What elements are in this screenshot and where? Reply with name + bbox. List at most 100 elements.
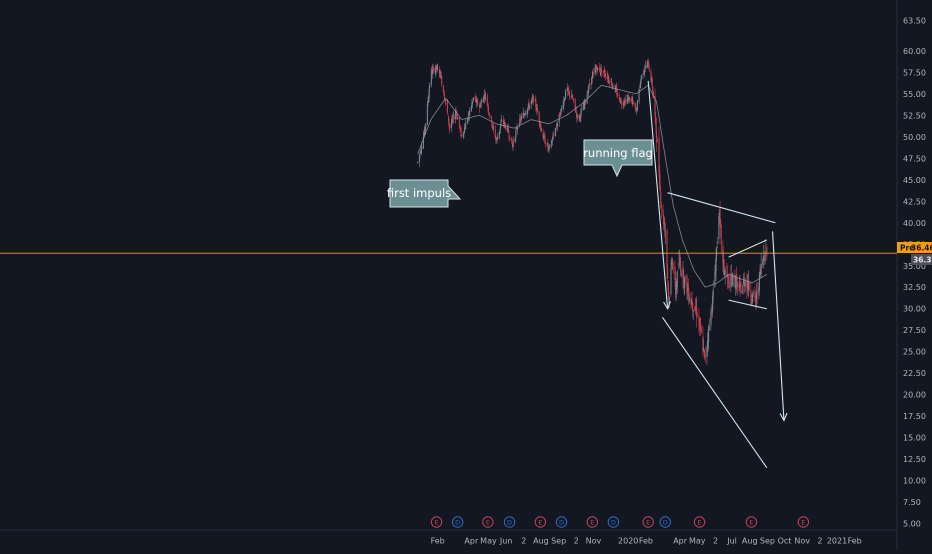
candle-body bbox=[467, 112, 470, 117]
candle-body bbox=[754, 295, 756, 300]
event-marker-label: E bbox=[646, 518, 650, 526]
candle-body bbox=[460, 127, 462, 137]
event-marker-label: E bbox=[486, 518, 490, 526]
candle-body bbox=[580, 111, 582, 118]
event-marker-earnings[interactable]: E bbox=[642, 516, 654, 528]
candle-body bbox=[551, 140, 553, 142]
candle-body bbox=[457, 118, 459, 120]
candle-body bbox=[587, 93, 589, 95]
candle-body bbox=[524, 113, 527, 115]
previous-price-tag-bg bbox=[911, 254, 932, 265]
candle-body bbox=[639, 83, 641, 88]
axis-separators bbox=[0, 0, 898, 550]
y-tick-label: 25.00 bbox=[903, 348, 926, 357]
event-marker-dividend[interactable]: D bbox=[555, 516, 568, 528]
candle-body bbox=[718, 212, 721, 215]
event-marker-dividend[interactable]: D bbox=[451, 516, 464, 528]
event-marker-dividend[interactable]: D bbox=[659, 516, 671, 528]
x-tick-label: Nov bbox=[794, 537, 810, 546]
candle-body bbox=[442, 85, 444, 92]
candle-body bbox=[719, 209, 721, 221]
annotation-running-flag-bubble[interactable] bbox=[583, 139, 653, 178]
candle-body bbox=[536, 108, 539, 113]
candle-body bbox=[650, 71, 652, 82]
candle-body bbox=[595, 67, 597, 70]
candle-body bbox=[664, 221, 666, 233]
candle-body bbox=[477, 99, 479, 106]
y-tick-label: 60.00 bbox=[903, 47, 926, 56]
candle-body bbox=[730, 273, 733, 280]
candle-body bbox=[748, 282, 750, 291]
y-tick-label: 35.00 bbox=[903, 262, 926, 271]
candle-body bbox=[531, 99, 533, 100]
annotation-first-impuls-bubble[interactable] bbox=[389, 179, 462, 208]
candle-body bbox=[616, 93, 618, 96]
candle-body bbox=[467, 117, 469, 121]
candle-body bbox=[632, 100, 634, 102]
candle-body bbox=[418, 154, 420, 163]
candle-body bbox=[520, 118, 522, 121]
candle-body bbox=[547, 146, 549, 148]
event-marker-earnings[interactable]: E bbox=[482, 516, 494, 528]
candle-body bbox=[623, 103, 625, 104]
candle-body bbox=[663, 214, 665, 225]
candle-body bbox=[656, 136, 658, 143]
x-tick-label: 2 bbox=[574, 537, 579, 546]
candle-body bbox=[628, 96, 630, 101]
candle-body bbox=[750, 290, 752, 297]
candle-body bbox=[483, 97, 485, 99]
candle-body bbox=[434, 68, 436, 74]
candle-body bbox=[600, 67, 602, 74]
y-tick-label: 55.00 bbox=[903, 90, 926, 99]
candle-body bbox=[655, 116, 657, 118]
candle-body bbox=[643, 70, 645, 74]
x-axis[interactable]: Feb Apr May Jun 2 Aug Sep 2 Nov 2020 Feb Apr May 2 Jul… bbox=[431, 537, 862, 546]
candle-body bbox=[675, 278, 677, 295]
event-marker-circle bbox=[642, 516, 654, 528]
candle-body bbox=[431, 70, 433, 73]
annotation-first-impuls[interactable]: first impuls bbox=[387, 179, 462, 208]
annotation-running-flag[interactable]: running flag bbox=[583, 139, 653, 178]
candle-body bbox=[520, 116, 523, 119]
event-marker-circle bbox=[607, 516, 620, 528]
y-tick-label: 32.50 bbox=[903, 283, 926, 292]
candle-body bbox=[738, 284, 740, 287]
candle-body bbox=[417, 162, 419, 163]
event-marker-earnings[interactable]: E bbox=[534, 516, 547, 528]
candle-body bbox=[513, 141, 515, 143]
current-price-tag-bg bbox=[897, 242, 932, 253]
event-marker-earnings[interactable]: E bbox=[693, 516, 706, 528]
candle-body bbox=[732, 274, 734, 285]
y-tick-label: 12.50 bbox=[903, 455, 926, 464]
candle-body bbox=[449, 125, 451, 129]
candle-body bbox=[726, 274, 729, 278]
event-marker-earnings[interactable]: E bbox=[586, 516, 598, 528]
event-marker-dividend[interactable]: D bbox=[607, 516, 620, 528]
candle-body bbox=[491, 120, 493, 127]
candle-body bbox=[540, 125, 542, 128]
candle-body bbox=[691, 300, 693, 306]
event-marker-earnings[interactable]: E bbox=[797, 516, 810, 528]
candle-body bbox=[473, 97, 475, 100]
event-marker-earnings[interactable]: E bbox=[430, 516, 443, 528]
candle-body bbox=[762, 259, 764, 266]
candle-body bbox=[494, 129, 496, 139]
trend-drawings[interactable] bbox=[647, 80, 788, 469]
candle-body bbox=[459, 127, 461, 129]
candle-body bbox=[596, 67, 598, 71]
event-marker-earnings[interactable]: E bbox=[745, 516, 758, 528]
y-tick-label: 42.50 bbox=[903, 197, 926, 206]
candle-body bbox=[572, 98, 575, 100]
event-marker-dividend[interactable]: D bbox=[503, 516, 516, 528]
candle-body bbox=[684, 277, 686, 289]
candle-body bbox=[746, 280, 748, 288]
annotation-first-impuls-text: first impuls bbox=[387, 186, 451, 200]
y-tick-label: 7.50 bbox=[903, 498, 921, 507]
candle-body bbox=[618, 94, 620, 97]
candle-body bbox=[556, 126, 558, 127]
annotations[interactable]: first impuls running flag bbox=[387, 139, 653, 208]
candle-body bbox=[551, 140, 553, 143]
